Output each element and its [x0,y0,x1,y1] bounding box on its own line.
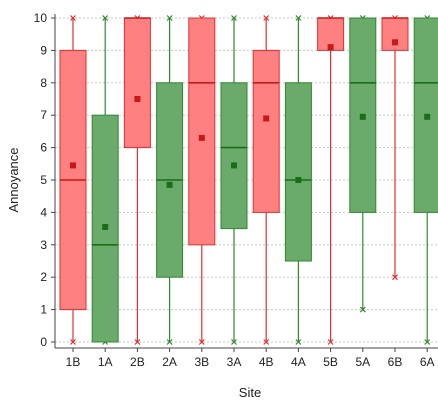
box-3A [220,15,248,345]
mean-marker-6B [392,39,398,46]
x-tick-label-5A: 5A [355,355,370,369]
iqr-box-4B [252,49,280,213]
x-tick-label-2B: 2B [130,355,145,369]
y-axis-title: Annoyance [6,147,21,212]
mean-marker-4B [263,115,270,122]
box-1A [91,15,119,345]
y-tick-label-9: 9 [40,43,47,57]
x-tick-label-6A: 6A [420,355,435,369]
mean-marker-1A [102,223,109,230]
y-tick-label-1: 1 [40,303,47,317]
iqr-box-2B [123,17,151,149]
box-2A [156,15,184,345]
y-tick-label-6: 6 [40,141,47,155]
mean-marker-2B [134,96,141,102]
box-2B [123,15,151,345]
whisker-cap-low-3B [198,339,205,345]
mean-marker-6A [424,113,431,120]
mean-marker-1B [70,162,76,169]
x-tick-label-4A: 4A [291,355,306,369]
mean-marker-4A [295,177,302,183]
whisker-cap-low-4B [263,339,270,345]
box-4A [284,15,312,345]
whisker-cap-high-4A [295,15,302,21]
whisker-cap-high-4B [263,15,270,21]
boxes [59,15,438,345]
box-5B [317,15,345,345]
iqr-box-3B [188,17,216,246]
x-tick-label-1A: 1A [98,355,113,369]
y-tick-label-10: 10 [34,11,48,25]
whisker-cap-low-6A [424,339,431,345]
x-tick-label-6B: 6B [388,355,403,369]
whisker-cap-low-3A [231,339,237,345]
whisker-cap-high-3A [231,15,237,21]
box-3B [188,15,216,345]
axes: 0 1 2 3 4 5 6 7 8 9 10 1B 1A 2B 2A 3B 3A 4B 4A 5B 5A 6B 6A [34,11,438,369]
x-tick-label-4B: 4B [259,355,274,369]
x-tick-label-3A: 3A [227,355,242,369]
iqr-box-4A [284,82,312,262]
whisker-cap-low-2A [166,339,173,345]
x-tick-label-1B: 1B [66,355,81,369]
whisker-cap-high-2A [166,15,173,21]
iqr-box-6B [381,17,409,51]
mean-marker-5B [327,44,334,51]
x-tick-label-3B: 3B [194,355,209,369]
whisker-cap-low-2B [134,339,141,345]
mean-marker-3A [231,162,237,169]
whisker-cap-low-6B [392,274,398,281]
x-axis-title: Site [239,385,261,400]
box-6A [413,15,438,345]
whisker-cap-low-5B [327,339,334,345]
y-tick-label-3: 3 [40,238,47,252]
box-1B [59,15,87,345]
mean-marker-3B [198,134,205,141]
box-5A [349,15,377,313]
iqr-box-3A [220,82,248,230]
box-4B [252,15,280,345]
x-tick-label-5B: 5B [323,355,338,369]
whisker-cap-low-1B [70,339,76,345]
whisker-cap-high-1A [102,15,109,21]
y-tick-label-2: 2 [40,270,47,284]
x-tick-label-2A: 2A [162,355,177,369]
y-tick-label-8: 8 [40,76,47,90]
whisker-cap-low-5A [359,306,366,313]
box-6B [381,15,409,281]
y-tick-label-7: 7 [40,108,47,122]
whisker-cap-high-1B [70,15,76,21]
mean-marker-2A [166,181,173,188]
y-tick-label-5: 5 [40,173,47,187]
y-tick-label-4: 4 [40,205,47,219]
mean-marker-5A [359,113,366,120]
y-tick-label-0: 0 [40,335,47,349]
whisker-cap-low-4A [295,339,302,345]
